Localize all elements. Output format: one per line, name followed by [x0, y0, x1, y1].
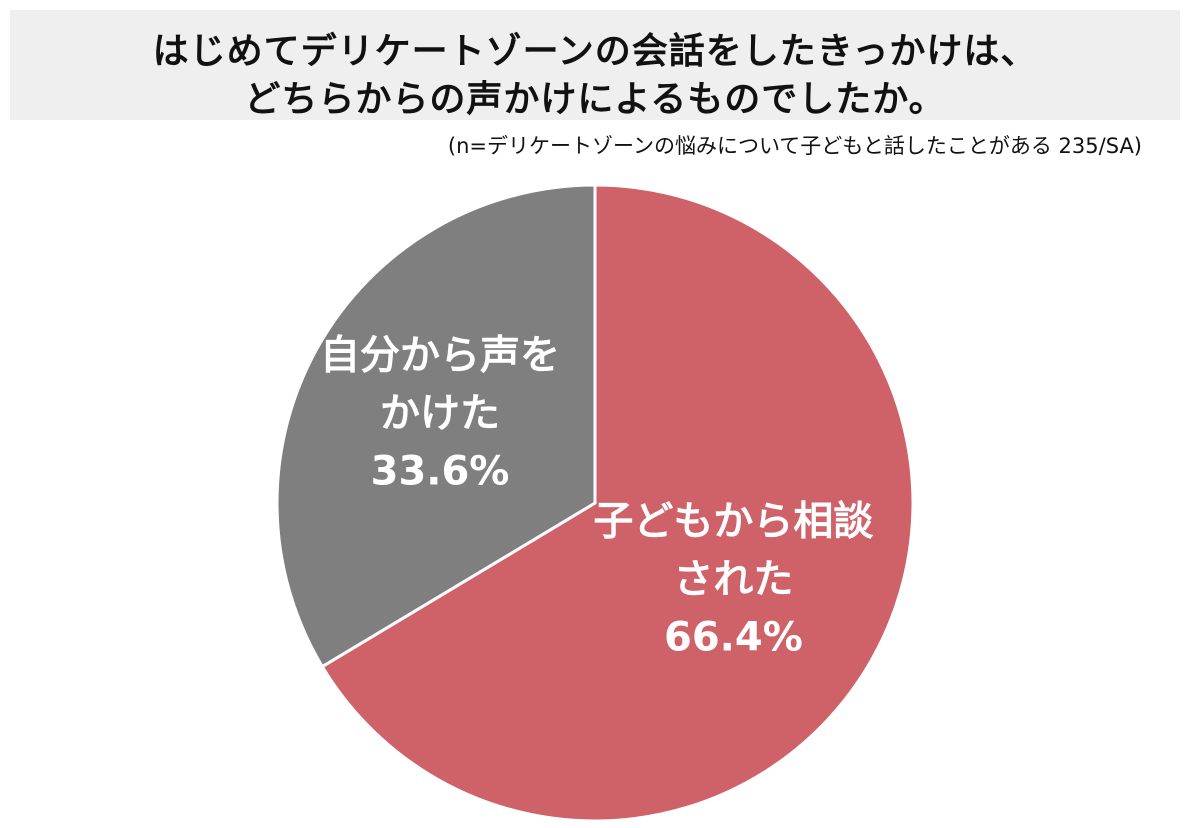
category-label-self-initiated-2: かけた [380, 390, 500, 436]
value-label-self-initiated: 33.6% [371, 448, 510, 494]
chart-subtitle: (n=デリケートゾーンの悩みについて子どもと話したことがある 235/SA) [447, 134, 1142, 158]
chart-title-line-1: はじめてデリケートゾーンの会話をしたきっかけは、 [152, 31, 1038, 72]
chart-title-line-2: どちらからの声かけによるものでしたか。 [244, 79, 946, 120]
category-label-child-consulted-1: 子どもから相談 [593, 498, 873, 544]
value-label-child-consulted: 66.4% [664, 614, 803, 660]
title-band: はじめてデリケートゾーンの会話をしたきっかけは、 どちらからの声かけによるもので… [10, 10, 1180, 120]
category-label-self-initiated-1: 自分から声を [320, 332, 560, 378]
pie-slice-self-initiated [275, 183, 597, 669]
pie-slices [275, 183, 915, 823]
pie-slice-child-consulted [320, 183, 915, 823]
category-label-child-consulted-2: された [673, 556, 793, 602]
